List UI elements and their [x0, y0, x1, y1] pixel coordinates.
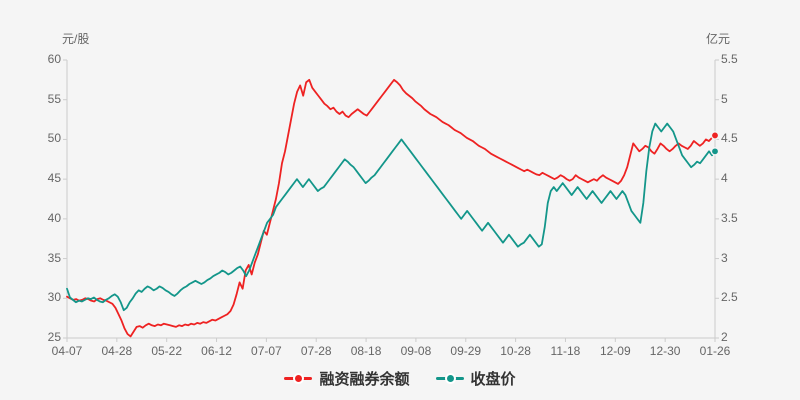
x-tick-07-28: 07-28	[300, 344, 332, 358]
x-tick-10-28: 10-28	[500, 344, 531, 358]
x-tick-08-18: 08-18	[350, 344, 382, 358]
legend-item-margin-balance[interactable]: 融资融券余额	[284, 368, 410, 389]
left-tick-45: 45	[47, 171, 61, 186]
x-tick-04-28: 04-28	[101, 344, 133, 358]
x-tick-09-29: 09-29	[450, 344, 482, 358]
right-tick-5.5: 5.5	[721, 52, 738, 66]
legend-item-close-price[interactable]: 收盘价	[435, 368, 516, 389]
left-tick-40: 40	[47, 210, 61, 225]
x-tick-11-18: 11-18	[550, 344, 581, 358]
right-axis-unit-label: 亿元	[706, 32, 731, 46]
right-tick-3: 3	[721, 250, 728, 265]
legend-swatch-margin-balance	[284, 373, 313, 384]
x-tick-06-12: 06-12	[201, 344, 232, 358]
x-tick-05-22: 05-22	[151, 344, 183, 358]
left-tick-50: 50	[47, 131, 61, 146]
left-tick-60: 60	[47, 52, 61, 66]
x-tick-01-26: 01-26	[699, 344, 731, 358]
legend-swatch-close-price	[435, 373, 464, 384]
right-tick-2: 2	[721, 330, 728, 344]
left-axis-unit-label: 元/股	[62, 32, 90, 46]
left-tick-35: 35	[47, 250, 61, 265]
legend-label-close-price: 收盘价	[470, 371, 516, 388]
right-tick-5: 5	[721, 91, 728, 106]
x-tick-09-08: 09-08	[400, 344, 432, 358]
x-tick-12-09: 12-09	[599, 344, 631, 358]
left-tick-55: 55	[47, 91, 61, 106]
right-tick-4.5: 4.5	[721, 131, 738, 146]
right-tick-4: 4	[721, 171, 728, 186]
left-tick-30: 30	[47, 290, 61, 305]
chart-legend: 融资融券余额 收盘价	[0, 368, 800, 389]
x-tick-04-07: 04-07	[51, 344, 83, 358]
right-tick-2.5: 2.5	[721, 290, 738, 305]
x-tick-07-07: 07-07	[251, 344, 282, 358]
legend-label-margin-balance: 融资融券余额	[319, 371, 410, 388]
right-tick-3.5: 3.5	[721, 210, 738, 225]
x-tick-12-30: 12-30	[649, 344, 681, 358]
left-tick-25: 25	[47, 330, 61, 344]
